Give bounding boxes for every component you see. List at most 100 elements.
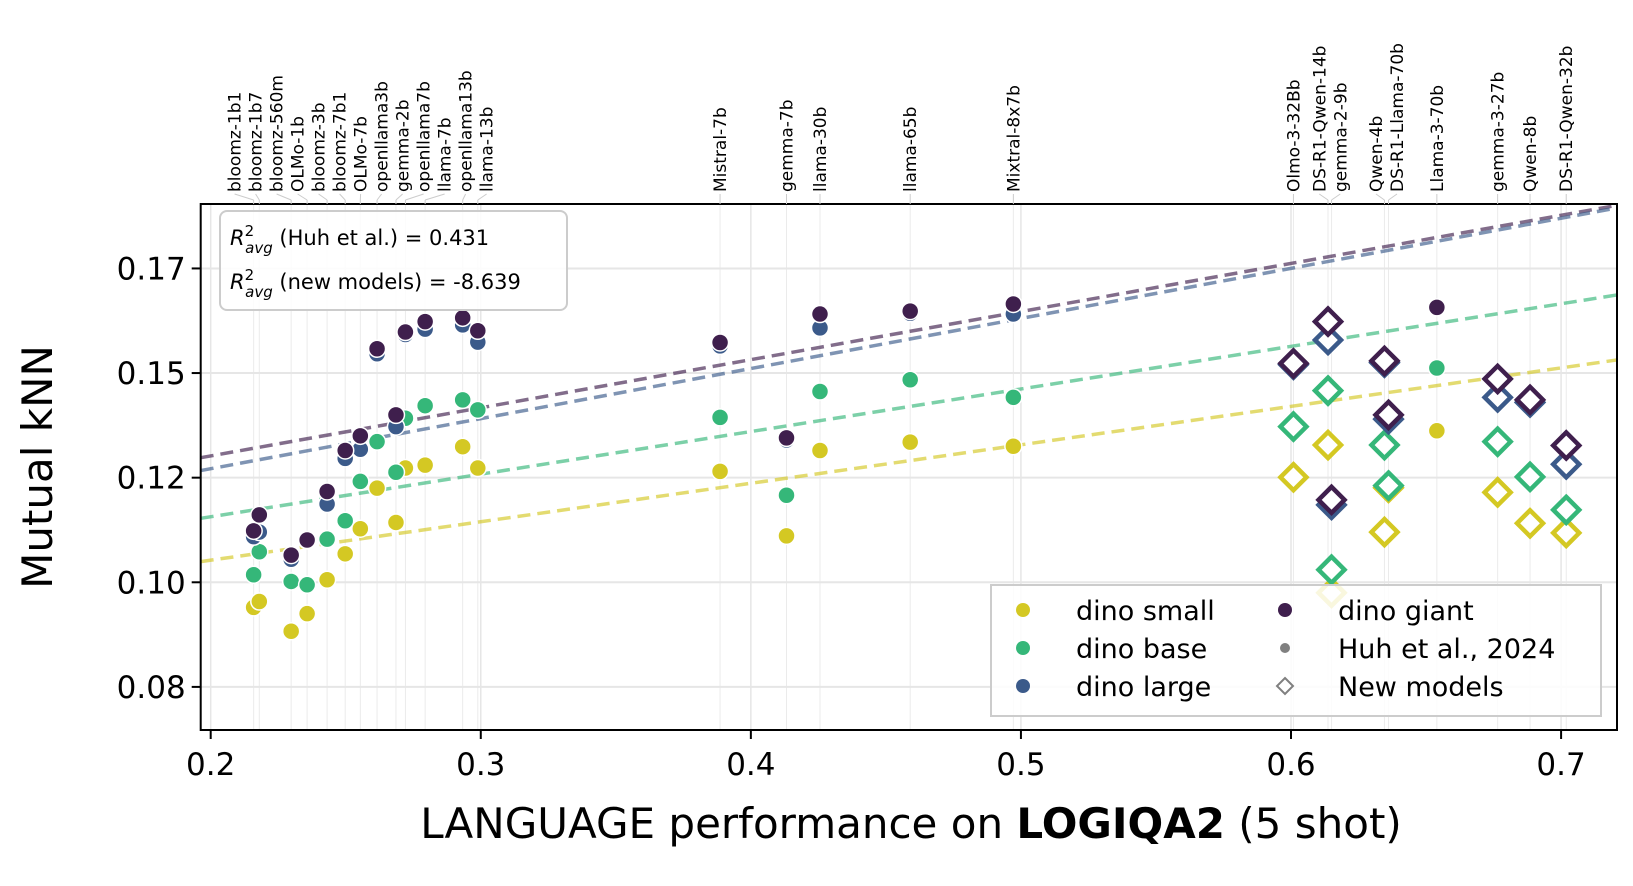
model-label: llama-30b	[811, 107, 831, 192]
y-tick-label: 0.17	[117, 251, 186, 287]
model-label: llama-65b	[901, 107, 921, 192]
point-small	[1005, 438, 1022, 455]
point-small	[778, 527, 795, 544]
y-tick-label: 0.10	[117, 565, 186, 601]
point-base-diamond	[1553, 497, 1579, 523]
point-base-diamond	[1319, 557, 1345, 583]
model-label-connector	[396, 194, 403, 200]
point-base	[337, 512, 354, 529]
legend-label: dino base	[1076, 634, 1207, 665]
point-small	[902, 434, 919, 451]
point-base	[283, 573, 300, 590]
point-base	[299, 576, 316, 593]
point-giant	[245, 522, 262, 539]
model-label: Mixtral-8x7b	[1004, 85, 1024, 192]
model-label: DS-R1-Llama-70b	[1388, 43, 1408, 192]
point-giant	[417, 313, 434, 330]
model-label-connector	[1376, 194, 1384, 200]
model-label: Olmo-3-32Bb	[1284, 79, 1304, 192]
point-giant	[251, 506, 268, 523]
point-giant	[811, 306, 828, 323]
point-small	[337, 545, 354, 562]
model-label-connector	[319, 194, 327, 200]
point-small	[454, 438, 471, 455]
model-label-connector	[405, 194, 423, 200]
model-label: openllama3b	[373, 81, 393, 192]
model-label: Llama-3-70b	[1428, 85, 1448, 192]
model-label-connector	[298, 194, 308, 200]
point-base-diamond	[1280, 414, 1306, 440]
point-giant	[902, 303, 919, 320]
point-small	[319, 571, 336, 588]
legend-label: New models	[1338, 672, 1504, 703]
point-giant	[778, 429, 795, 446]
point-base	[1428, 360, 1445, 377]
y-axis-label: Mutual kNN	[13, 345, 62, 589]
point-giant-diamond	[1315, 309, 1341, 335]
model-label: llama-7b	[436, 117, 456, 192]
model-label: Mistral-7b	[711, 107, 731, 192]
point-giant	[369, 340, 386, 357]
point-small-diamond	[1485, 479, 1511, 505]
point-giant-diamond	[1371, 348, 1397, 374]
x-tick-label: 0.3	[456, 747, 505, 783]
point-giant	[319, 483, 336, 500]
model-label-connector	[340, 194, 346, 200]
legend-marker	[1280, 643, 1290, 653]
point-base	[1005, 389, 1022, 406]
point-small	[299, 605, 316, 622]
point-giant	[469, 322, 486, 339]
point-giant	[1428, 299, 1445, 316]
x-tick-label: 0.6	[1266, 747, 1315, 783]
model-label: gemma-2-9b	[1331, 83, 1351, 192]
point-small	[352, 520, 369, 537]
point-small	[811, 442, 828, 459]
point-small	[283, 623, 300, 640]
point-giant	[299, 532, 316, 549]
legend-marker	[1016, 603, 1030, 617]
y-tick-label: 0.15	[117, 356, 186, 392]
x-axis-label: LANGUAGE performance on LOGIQA2 (5 shot)	[420, 799, 1402, 848]
point-base-diamond	[1485, 429, 1511, 455]
legend-label: Huh et al., 2024	[1338, 634, 1555, 665]
point-giant	[283, 547, 300, 564]
point-base	[369, 433, 386, 450]
point-base	[387, 464, 404, 481]
model-label: OLMo-1b	[289, 116, 309, 192]
model-label-connector	[478, 194, 487, 200]
x-tick-label: 0.5	[996, 747, 1045, 783]
legend-marker	[1278, 603, 1292, 617]
model-label-connector	[1319, 194, 1328, 200]
model-label: DS-R1-Qwen-32b	[1557, 46, 1577, 192]
model-label: llama-13b	[478, 107, 498, 192]
point-base	[319, 531, 336, 548]
model-label-connector	[277, 194, 292, 200]
x-tick-label: 0.2	[186, 747, 235, 783]
fit-line-small	[201, 360, 1617, 562]
model-label: Qwen-8b	[1521, 116, 1541, 192]
point-small-diamond	[1371, 519, 1397, 545]
point-small	[417, 457, 434, 474]
point-giant	[337, 442, 354, 459]
point-base	[712, 409, 729, 426]
point-small	[387, 514, 404, 531]
point-base	[778, 487, 795, 504]
model-label: OLMo-7b	[352, 116, 372, 192]
model-label: bloomz-1b7	[247, 92, 267, 192]
point-giant	[712, 334, 729, 351]
model-label-connector	[425, 194, 444, 200]
point-base	[245, 566, 262, 583]
model-label-connector	[256, 194, 260, 200]
point-giant	[1005, 296, 1022, 313]
point-base	[417, 397, 434, 414]
point-base	[469, 401, 486, 418]
model-label: DS-R1-Qwen-14b	[1310, 46, 1330, 192]
point-small	[712, 463, 729, 480]
model-label: openllama13b	[457, 70, 477, 192]
model-label: gemma-7b	[778, 99, 798, 192]
point-small	[251, 593, 268, 610]
